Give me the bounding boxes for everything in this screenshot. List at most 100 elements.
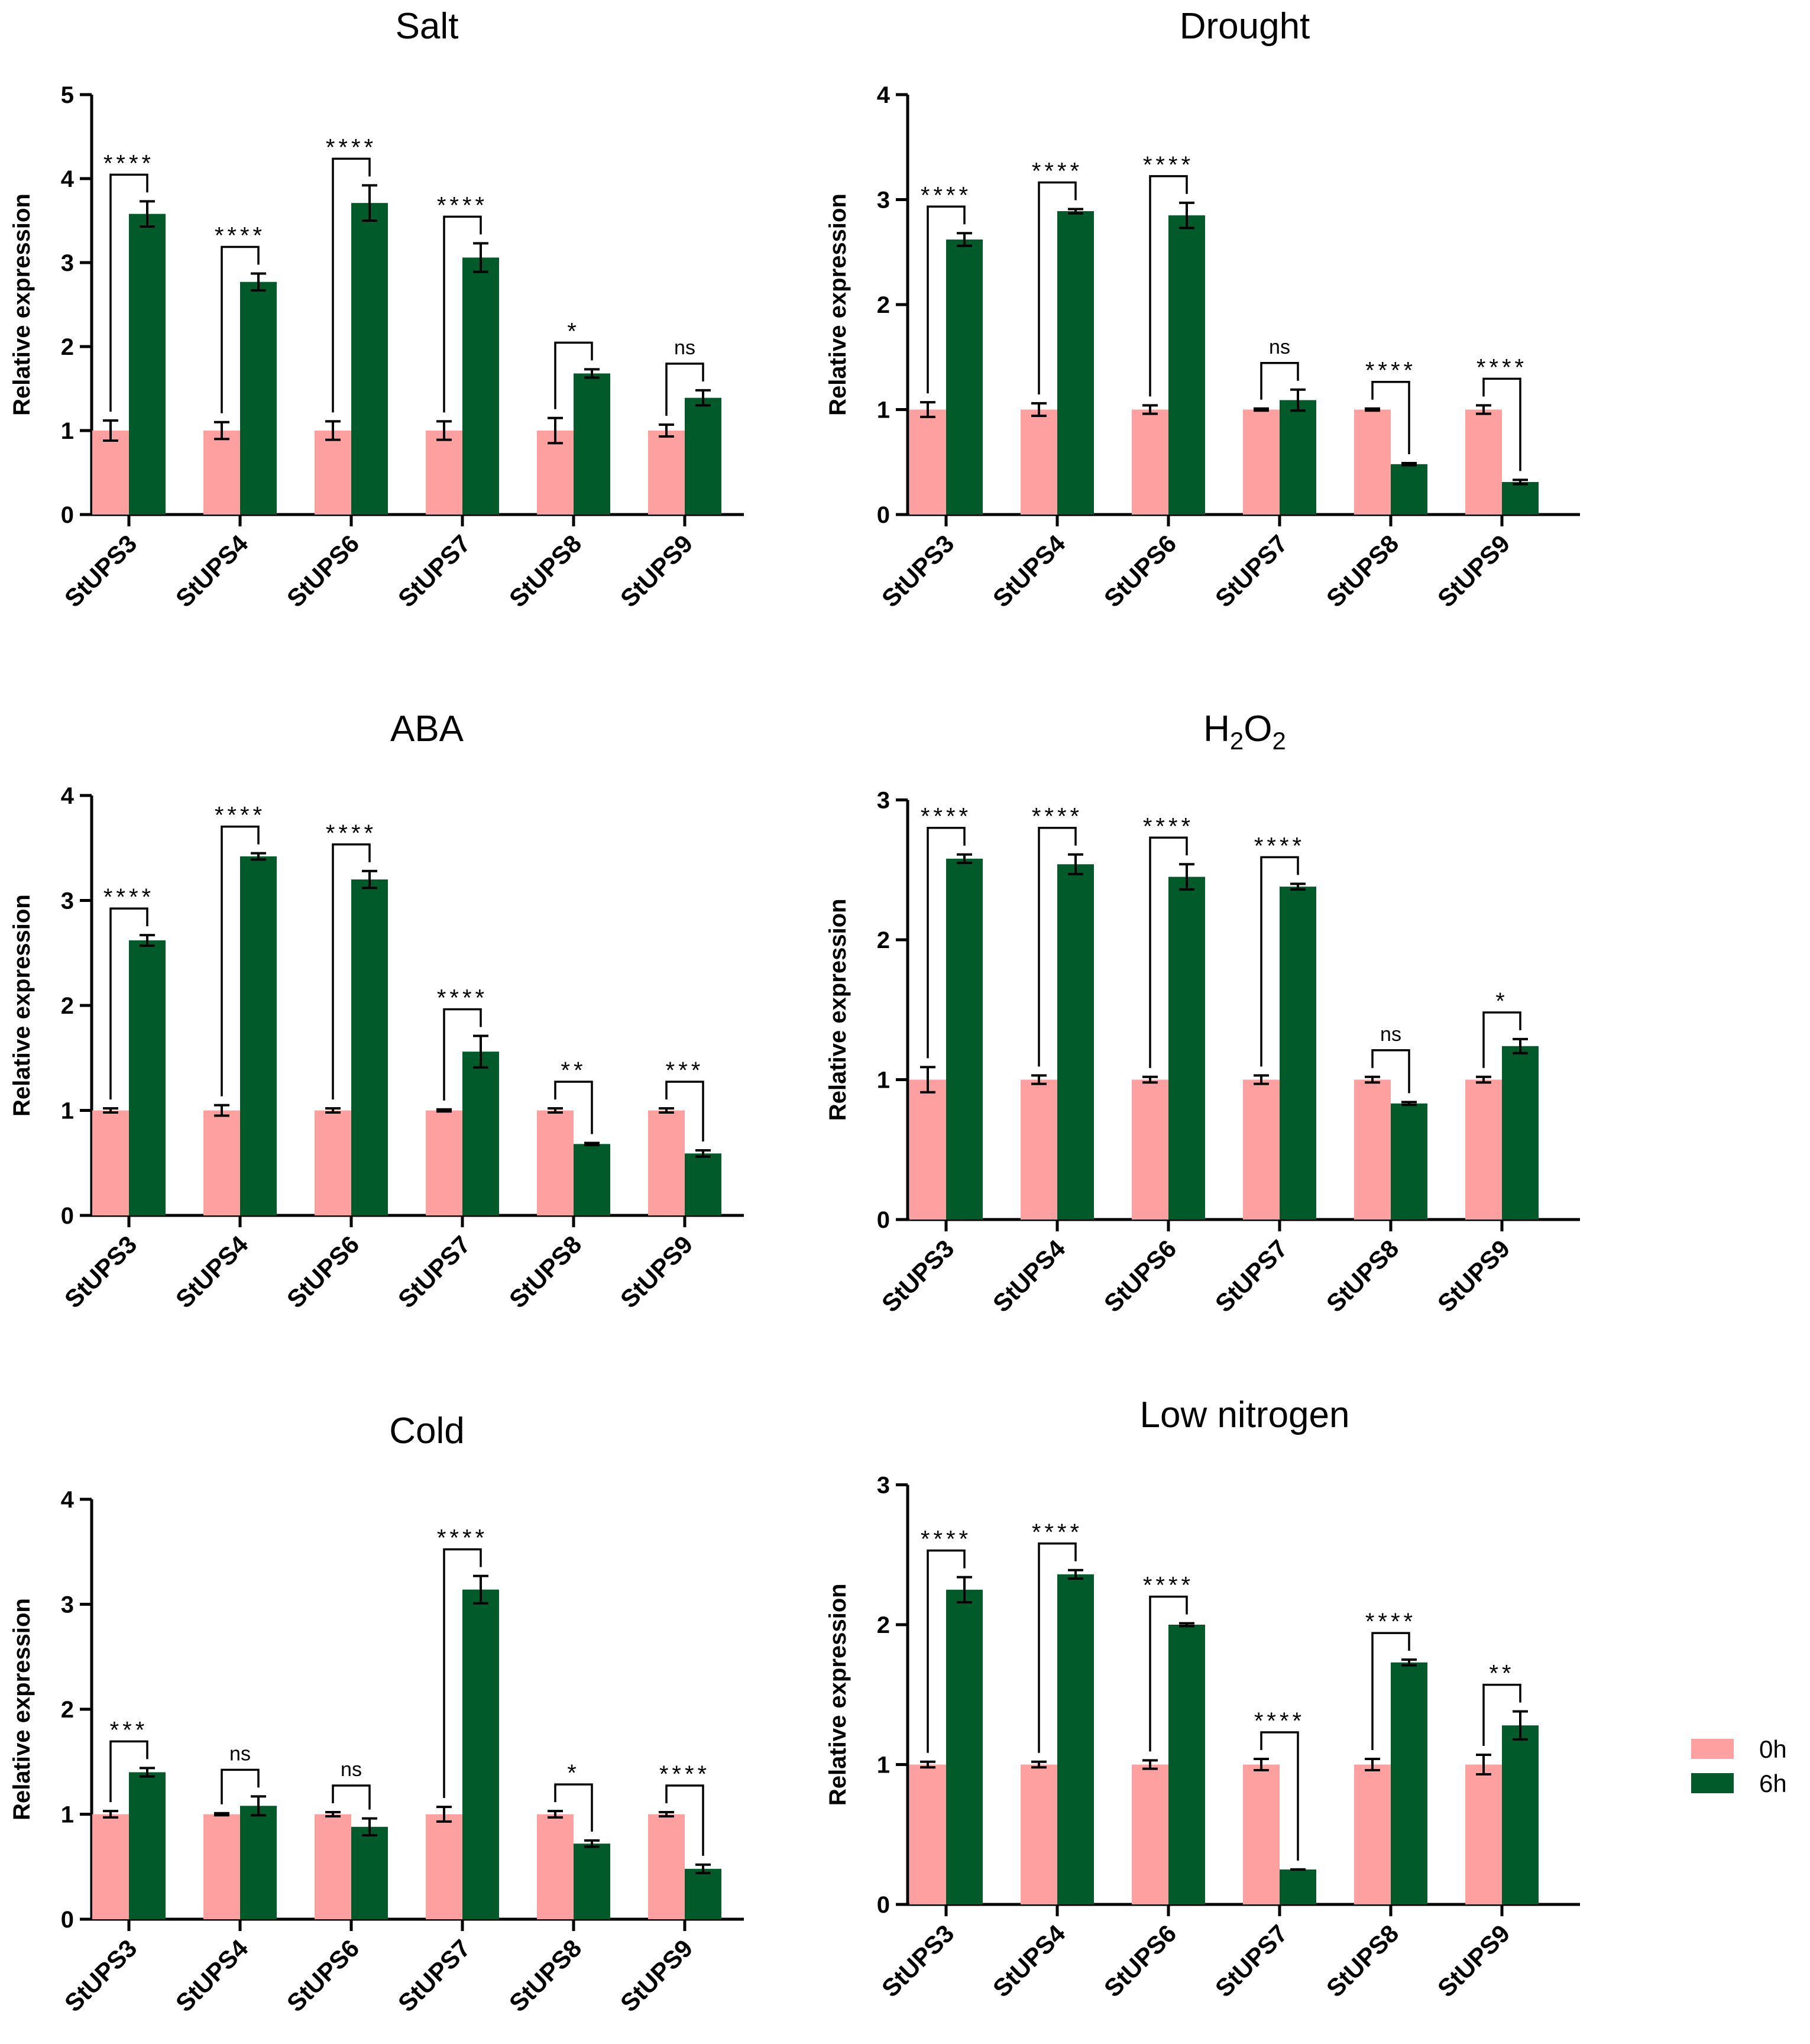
chart-title: Low nitrogen [1139, 1395, 1349, 1435]
bar-6h [1057, 864, 1094, 1220]
significance-bracket [443, 1548, 482, 1799]
y-tick-label: 1 [61, 1802, 74, 1828]
legend-swatch [1691, 1739, 1734, 1759]
y-tick-label: 2 [877, 927, 890, 953]
y-tick-label: 2 [61, 334, 74, 360]
bar-6h [1057, 1574, 1094, 1904]
bar-0h [92, 431, 129, 515]
bar-0h [1132, 1079, 1168, 1220]
significance-label: **** [921, 1526, 972, 1553]
chart-title: H2O2 [1203, 709, 1286, 755]
y-axis-label: Relative expression [9, 1598, 35, 1820]
x-category-label: StUPS7 [1210, 1234, 1293, 1318]
x-category-label: StUPS3 [876, 1234, 960, 1318]
significance-bracket [927, 826, 966, 1059]
bar-0h [537, 1110, 574, 1215]
x-category-label: StUPS7 [393, 1934, 476, 2017]
y-axis-label: Relative expression [825, 1583, 851, 1806]
y-tick-label: 2 [61, 1697, 74, 1723]
x-category-label: StUPS8 [1321, 1919, 1404, 2003]
significance-bracket [1482, 1683, 1521, 1746]
significance-bracket [1149, 1595, 1188, 1752]
bar-6h [1391, 1103, 1427, 1220]
bar-6h [351, 1826, 388, 1919]
bar-6h [462, 1589, 499, 1919]
bar-6h [462, 257, 499, 515]
bar-0h [537, 1814, 574, 1919]
bar-6h [351, 879, 388, 1215]
bar-0h [1354, 1764, 1391, 1904]
x-category-label: StUPS3 [59, 1934, 143, 2017]
bar-0h [648, 1814, 685, 1919]
significance-bracket [332, 843, 371, 1099]
x-category-label: StUPS6 [281, 1934, 365, 2017]
y-tick-label: 0 [61, 1203, 74, 1229]
x-category-label: StUPS8 [504, 1934, 587, 2017]
significance-label: **** [103, 884, 154, 910]
significance-bracket [1038, 826, 1077, 1067]
bar-6h [1391, 1662, 1427, 1904]
chart-panel-0: Salt Relative expression 0 1 2 3 4 5 **** StUPS3 *… [9, 6, 744, 613]
x-category-label: StUPS9 [1432, 1919, 1516, 2003]
significance-bracket [927, 205, 966, 394]
x-category-label: StUPS4 [170, 1230, 254, 1314]
significance-label: ns [341, 1758, 362, 1781]
legend-label: 0h [1759, 1735, 1787, 1763]
significance-label: * [567, 1760, 580, 1786]
significance-label: **** [1143, 813, 1194, 839]
significance-bracket [554, 1081, 593, 1134]
y-tick-label: 0 [877, 1207, 890, 1233]
legend-label: 6h [1759, 1770, 1787, 1797]
x-category-label: StUPS3 [876, 529, 960, 613]
bar-6h [574, 1844, 610, 1919]
significance-label: **** [1032, 804, 1083, 830]
bar-0h [1021, 1079, 1057, 1220]
y-tick-label: 4 [877, 82, 891, 108]
bar-6h [1391, 464, 1427, 515]
x-category-label: StUPS7 [393, 529, 476, 613]
y-tick-label: 1 [877, 397, 890, 423]
bar-6h [574, 1144, 610, 1215]
bar-6h [1168, 877, 1205, 1220]
bar-6h [1502, 1725, 1539, 1904]
chart-panel-4: Cold Relative expression 0 1 2 3 4 *** StUPS3 ns S… [9, 1411, 744, 2017]
bar-6h [685, 1868, 721, 1919]
bar-0h [1243, 1079, 1280, 1220]
significance-label: **** [1032, 158, 1083, 184]
significance-bracket [665, 1784, 704, 1856]
bar-6h [1280, 1869, 1316, 1904]
bar-0h [648, 431, 685, 515]
bar-6h [946, 1589, 983, 1904]
bar-0h [1465, 1764, 1502, 1904]
y-tick-label: 3 [877, 1473, 890, 1499]
x-category-label: StUPS3 [59, 1230, 143, 1314]
y-tick-label: 1 [877, 1752, 890, 1778]
y-tick-label: 0 [877, 1892, 890, 1918]
bar-0h [648, 1110, 685, 1215]
significance-bracket [1482, 1011, 1521, 1068]
bar-0h [1243, 1764, 1280, 1904]
x-category-label: StUPS3 [59, 529, 143, 613]
bar-0h [203, 431, 240, 515]
y-tick-label: 0 [61, 1907, 74, 1933]
significance-bracket [332, 1784, 371, 1810]
bar-0h [1021, 1764, 1057, 1904]
x-category-label: StUPS4 [987, 529, 1071, 613]
y-axis-label: Relative expression [825, 193, 851, 416]
significance-bracket [221, 825, 260, 1097]
bar-6h [129, 940, 166, 1215]
significance-bracket [665, 1081, 704, 1141]
bar-0h [1021, 409, 1057, 515]
y-tick-label: 0 [61, 502, 74, 528]
chart-panel-1: Drought Relative expression 0 1 2 3 4 **** StUPS… [825, 6, 1580, 613]
significance-bracket [1149, 836, 1188, 1068]
bar-0h [1243, 409, 1280, 515]
y-tick-label: 2 [877, 1612, 890, 1638]
y-tick-label: 1 [61, 1098, 74, 1124]
y-axis-label: Relative expression [9, 894, 35, 1117]
x-category-label: StUPS9 [615, 1934, 698, 2017]
significance-label: ** [1489, 1661, 1514, 1687]
bar-0h [1132, 1764, 1168, 1904]
significance-label: **** [437, 1525, 488, 1551]
